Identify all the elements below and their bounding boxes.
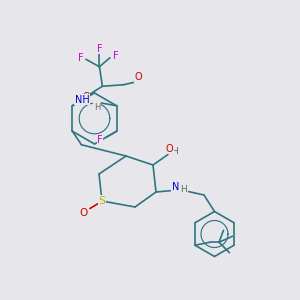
Text: O: O — [135, 72, 142, 82]
Text: F: F — [78, 53, 83, 63]
Text: H: H — [181, 184, 187, 194]
Text: O: O — [166, 143, 173, 154]
Text: N: N — [172, 182, 179, 192]
Text: H: H — [94, 103, 100, 112]
Text: S: S — [98, 196, 106, 206]
Text: O: O — [82, 92, 90, 102]
Text: F: F — [113, 51, 119, 61]
Text: F: F — [97, 135, 103, 145]
Text: F: F — [97, 44, 102, 54]
Text: H: H — [171, 147, 178, 156]
Text: NH: NH — [75, 95, 90, 105]
Text: O: O — [80, 208, 88, 218]
